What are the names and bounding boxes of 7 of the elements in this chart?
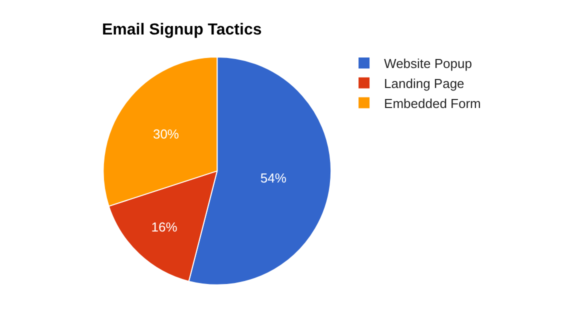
chart-title: Email Signup Tactics [102, 22, 262, 39]
legend-label: Website Popup [384, 56, 472, 72]
legend-label: Embedded Form [384, 96, 481, 111]
data-label: 16% [151, 220, 178, 235]
legend-label: Landing Page [384, 76, 464, 91]
data-label: 30% [152, 126, 180, 142]
data-label: 54% [260, 170, 287, 186]
